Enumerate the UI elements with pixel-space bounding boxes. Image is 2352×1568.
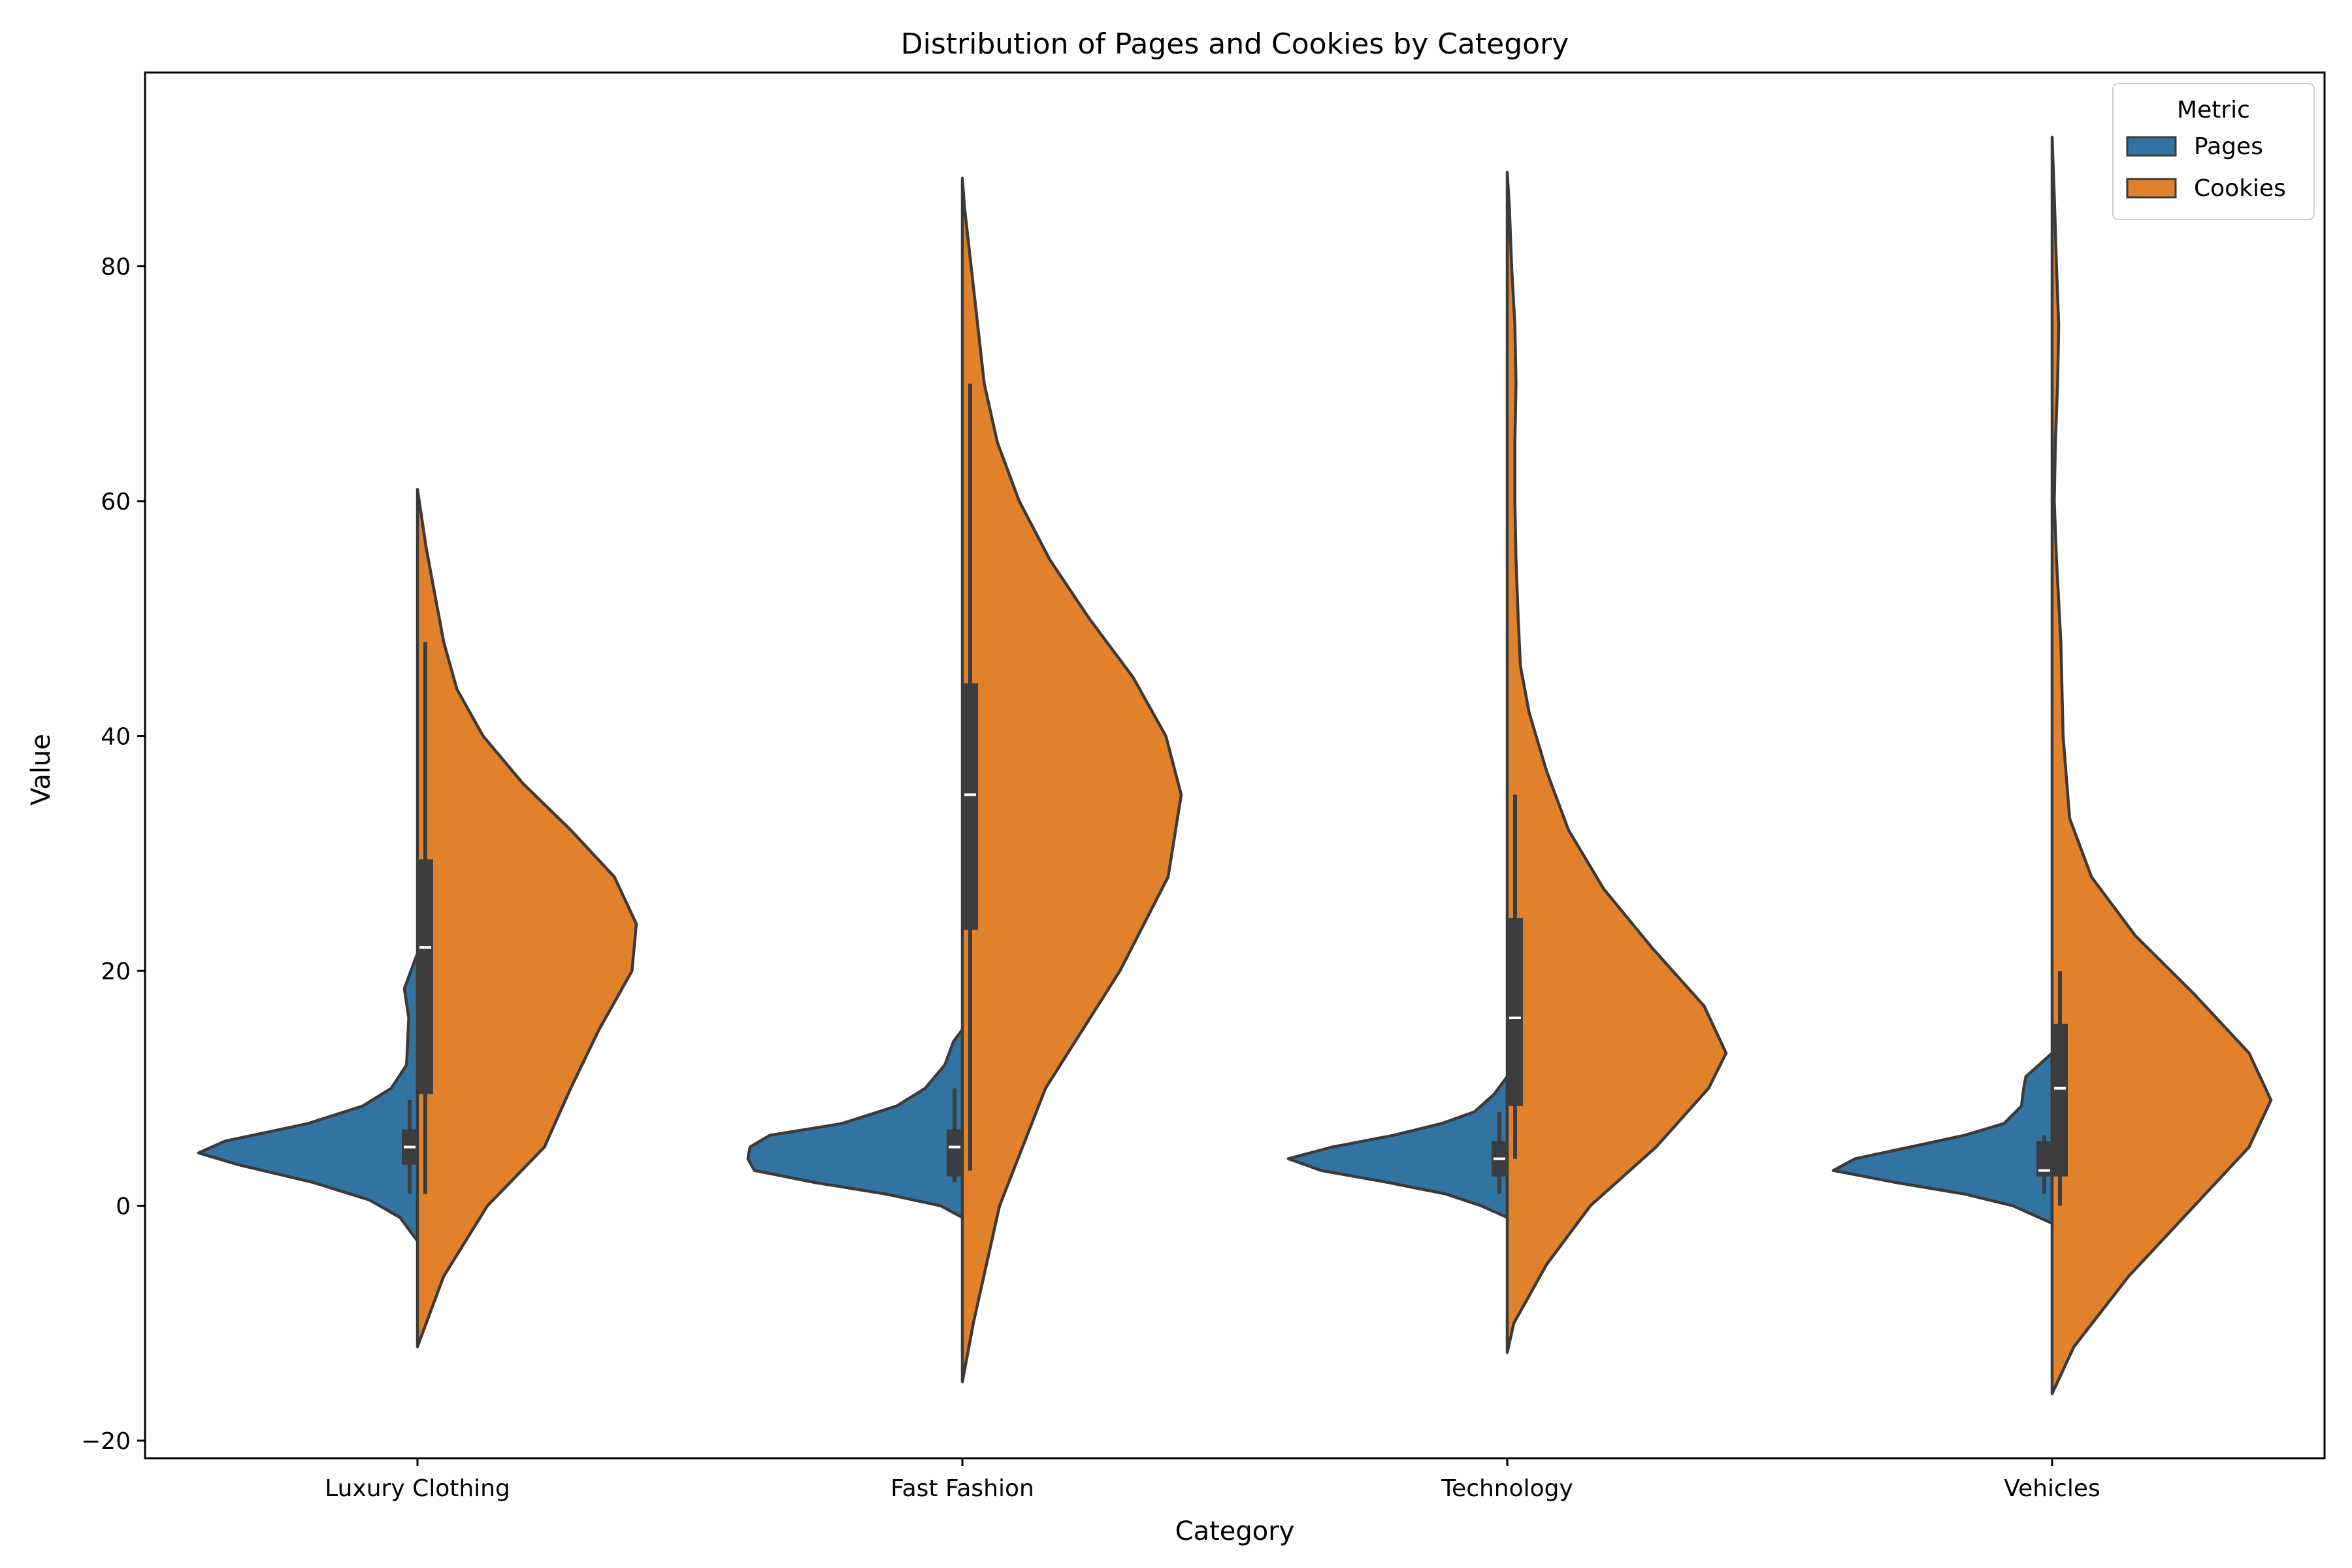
x-tick-label: Technology <box>1441 1475 1573 1502</box>
violin-cookies-1 <box>960 176 1183 1384</box>
y-tick-label: 40 <box>101 724 131 751</box>
chart-title: Distribution of Pages and Cookies by Cat… <box>901 27 1569 61</box>
x-tick-label: Luxury Clothing <box>325 1475 510 1502</box>
x-tick-label: Fast Fashion <box>890 1475 1034 1502</box>
axes-frame <box>144 71 2326 1460</box>
violin-pages-1 <box>746 1028 964 1219</box>
y-tick-label: 0 <box>116 1194 131 1220</box>
violin-cookies-0 <box>416 487 638 1348</box>
legend-swatch-cookies <box>2126 178 2177 199</box>
y-tick-label: −20 <box>81 1428 131 1455</box>
legend: Metric Pages Cookies <box>2112 83 2315 220</box>
legend-label-cookies: Cookies <box>2194 175 2286 202</box>
legend-title: Metric <box>2177 97 2250 123</box>
iqr-box-cookies-2 <box>1507 918 1523 1106</box>
violin-cookies-3 <box>2050 135 2273 1396</box>
violin-pages-3 <box>1831 1051 2054 1225</box>
y-tick-label: 20 <box>101 958 131 985</box>
y-tick-label: 80 <box>101 254 131 281</box>
iqr-box-pages-1 <box>947 1129 962 1177</box>
x-axis-label: Category <box>1175 1516 1295 1546</box>
legend-swatch-pages <box>2126 136 2177 157</box>
x-tick-label: Vehicles <box>2004 1475 2100 1502</box>
violin-cookies-2 <box>1505 171 1728 1354</box>
violin-pages-0 <box>197 951 419 1243</box>
iqr-box-cookies-0 <box>417 859 433 1094</box>
violin-pages-2 <box>1286 1075 1509 1219</box>
iqr-box-cookies-1 <box>962 683 978 930</box>
legend-label-pages: Pages <box>2194 133 2263 160</box>
y-tick-label: 60 <box>101 489 131 515</box>
y-axis-label: Value <box>26 734 56 806</box>
plot-area: −20 0 20 40 60 80 Luxury Clothing Fast Fashion T… <box>81 71 2326 1502</box>
iqr-box-cookies-3 <box>2052 1023 2068 1177</box>
